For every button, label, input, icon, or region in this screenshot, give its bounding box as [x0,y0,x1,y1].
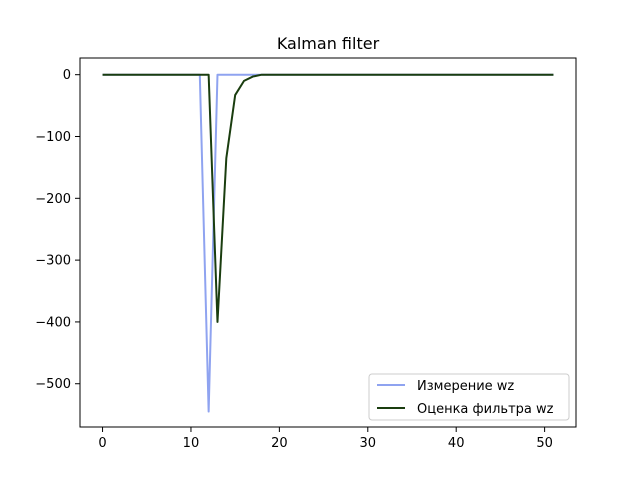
y-tick-label: −200 [35,192,71,207]
series-layer [102,73,554,413]
legend: Измерение wz Оценка фильтра wz [368,373,570,421]
x-tick-label: 30 [360,436,377,451]
series-line-filter-estimate [102,73,554,323]
x-tick-label: 50 [536,436,553,451]
x-tick-label: 10 [183,436,200,451]
x-axis-ticks: 0 10 20 30 40 50 [98,427,553,451]
y-tick-label: −400 [35,315,71,330]
y-tick-label: −500 [35,377,71,392]
x-tick-label: 20 [271,436,288,451]
plot-area [80,58,576,427]
y-axis-ticks: 0 −100 −200 −300 −400 −500 [35,68,80,392]
legend-label-measurement: Измерение wz [417,379,514,394]
y-tick-label: −100 [35,130,71,145]
legend-label-filter-estimate: Оценка фильтра wz [417,402,554,417]
x-tick-label: 40 [448,436,465,451]
legend-frame [368,373,570,421]
y-tick-label: −300 [35,254,71,269]
y-tick-label: 0 [63,68,71,83]
chart-title: Kalman filter [277,34,380,53]
x-tick-label: 0 [98,436,106,451]
axes-frame [79,57,577,428]
